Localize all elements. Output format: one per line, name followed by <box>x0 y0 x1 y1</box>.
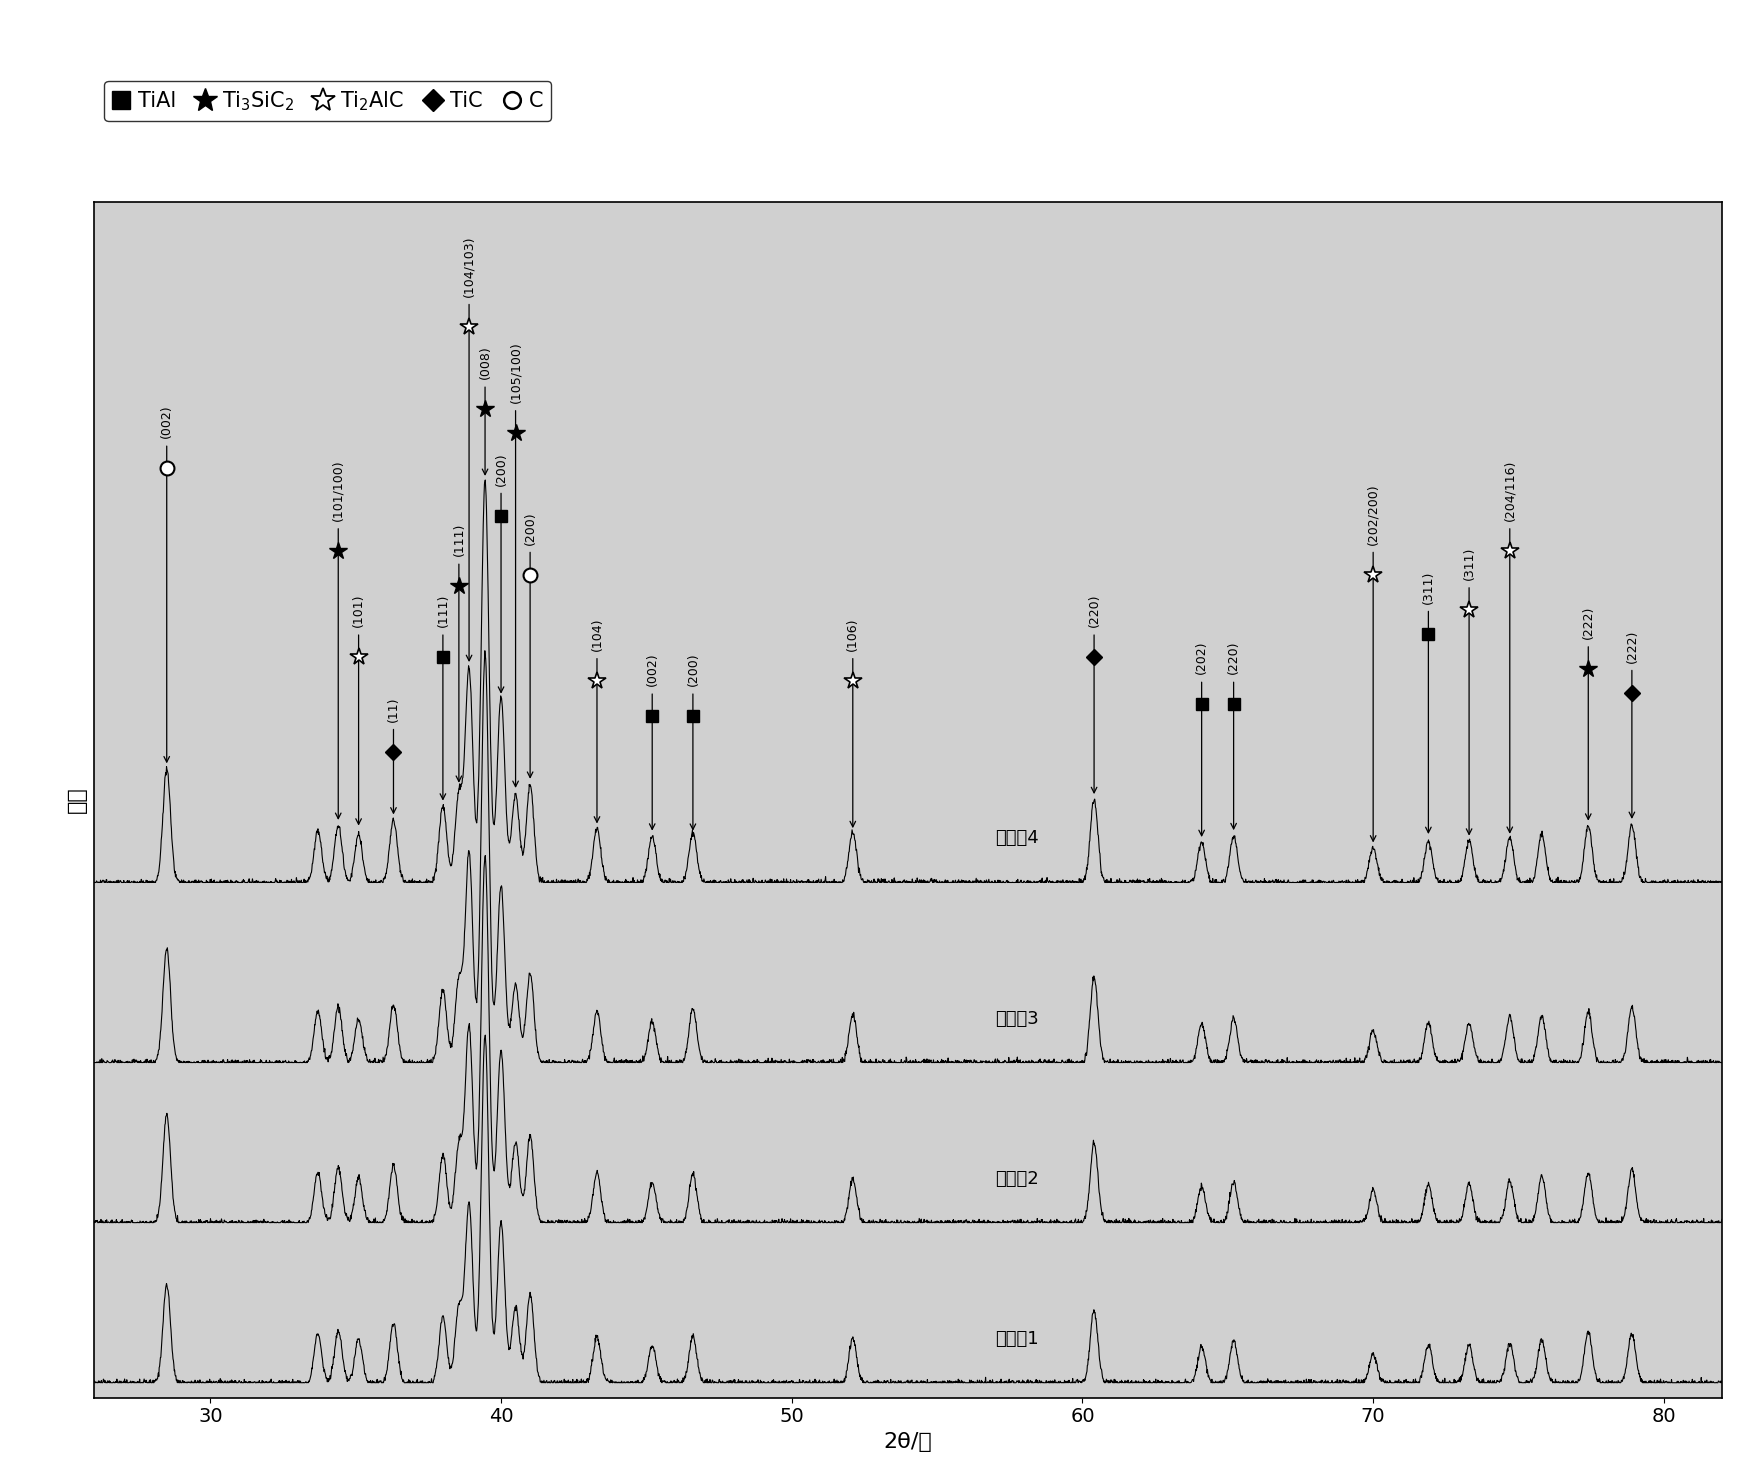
Text: (222): (222) <box>1626 629 1638 663</box>
Text: (311): (311) <box>1423 571 1435 603</box>
Text: (002): (002) <box>646 653 658 687</box>
Text: 实施例4: 实施例4 <box>995 829 1039 848</box>
Text: (111): (111) <box>436 594 450 628</box>
Text: (204/116): (204/116) <box>1503 459 1516 521</box>
Text: (202/200): (202/200) <box>1367 483 1379 544</box>
Text: (008): (008) <box>479 346 492 380</box>
Text: (104): (104) <box>591 618 603 651</box>
Text: (220): (220) <box>1226 641 1240 675</box>
Y-axis label: 强度: 强度 <box>68 786 87 813</box>
Text: (106): (106) <box>846 618 860 651</box>
Text: (105/100): (105/100) <box>509 342 523 403</box>
Text: 实施例2: 实施例2 <box>995 1169 1039 1188</box>
Text: (220): (220) <box>1087 594 1101 628</box>
Text: (311): (311) <box>1463 547 1476 579</box>
X-axis label: 2θ/度: 2θ/度 <box>884 1432 933 1452</box>
Text: (111): (111) <box>452 522 466 556</box>
Text: (101/100): (101/100) <box>332 459 344 521</box>
Text: (222): (222) <box>1582 606 1595 640</box>
Text: 实施例3: 实施例3 <box>995 1009 1039 1027</box>
Legend: TiAl, Ti$_3$SiC$_2$, Ti$_2$AlC, TiC, C: TiAl, Ti$_3$SiC$_2$, Ti$_2$AlC, TiC, C <box>104 81 551 122</box>
Text: (11): (11) <box>387 697 400 722</box>
Text: (104/103): (104/103) <box>462 235 476 296</box>
Text: (002): (002) <box>160 405 174 439</box>
Text: (200): (200) <box>686 653 700 687</box>
Text: (200): (200) <box>523 511 537 544</box>
Text: 实施例1: 实施例1 <box>995 1329 1039 1348</box>
Text: (101): (101) <box>353 594 365 628</box>
Text: (202): (202) <box>1195 641 1209 675</box>
Text: (200): (200) <box>495 452 507 486</box>
